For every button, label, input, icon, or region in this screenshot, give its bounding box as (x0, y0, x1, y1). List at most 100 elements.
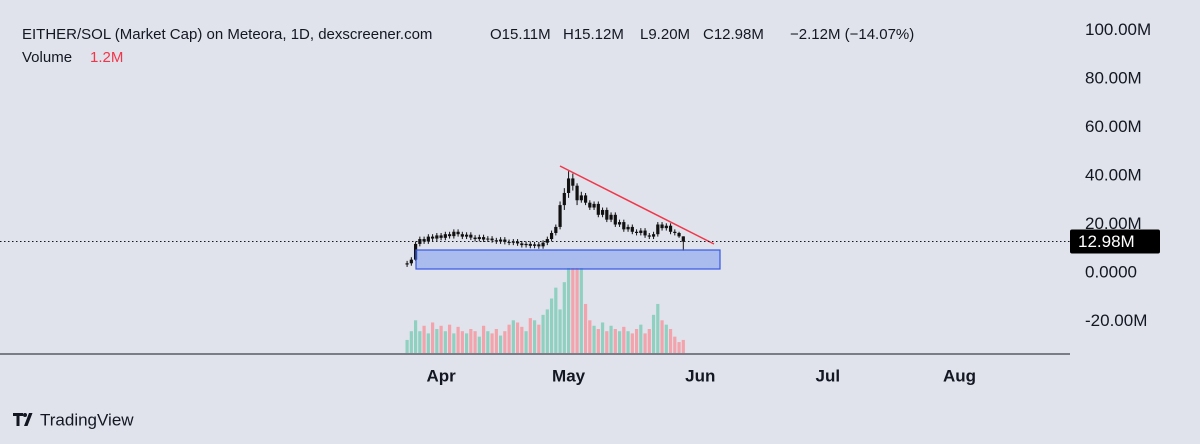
candle-body (418, 239, 422, 244)
volume-bar (673, 336, 677, 353)
candle-body (426, 236, 430, 242)
volume-bar (596, 329, 600, 353)
candle-body (571, 178, 575, 186)
volume-bar (630, 333, 634, 353)
candle-body (494, 240, 498, 242)
candle-body (528, 243, 532, 246)
volume-bar (405, 339, 409, 353)
candle-body (554, 226, 558, 233)
candle-body (651, 234, 656, 237)
volume-bar (660, 320, 664, 353)
volume-bar (422, 325, 426, 353)
candle-body (447, 234, 452, 237)
candle-body (481, 237, 486, 240)
volume-bar (647, 329, 651, 353)
candle-body (405, 263, 409, 265)
volume-bar (413, 320, 418, 353)
candle-body (622, 222, 626, 230)
volume-bar (481, 325, 486, 353)
candle-body (541, 242, 545, 247)
volume-bar (566, 268, 571, 353)
candle-body (439, 235, 443, 238)
volume-bar (558, 309, 562, 353)
candle-body (558, 205, 562, 227)
chart-title: EITHER/SOL (Market Cap) on Meteora, 1D, … (22, 26, 432, 43)
volume-bar (643, 333, 647, 353)
candle-body (583, 195, 588, 203)
volume-bar (541, 314, 545, 353)
candle-body (537, 244, 541, 247)
candle-body (498, 239, 503, 242)
volume-bar (532, 320, 537, 353)
candle-body (677, 232, 681, 237)
candle-body (460, 234, 464, 237)
plot-area (405, 171, 685, 353)
volume-bar (507, 324, 511, 353)
last-price-tag (1070, 229, 1160, 254)
candle-body (673, 231, 677, 233)
candle-body (532, 244, 537, 246)
candle-body (435, 235, 439, 239)
support-zone (415, 249, 721, 270)
volume-bar (609, 325, 613, 353)
volume-bar (418, 331, 422, 353)
volume-bar (579, 268, 583, 353)
candle-body (515, 241, 520, 244)
change-label: −2.12M (−14.07%) (790, 26, 914, 43)
candle-body (579, 195, 583, 201)
candle-body (473, 237, 477, 240)
volume-bar (443, 331, 447, 353)
candle-body (639, 230, 643, 233)
candle-body (490, 238, 494, 241)
x-tick-label: Jul (816, 366, 841, 385)
volume-bar (677, 342, 681, 353)
volume-label: 1.2M (90, 49, 123, 66)
candle-body (664, 225, 668, 229)
volume-bar (600, 322, 605, 353)
candle-body (469, 234, 473, 238)
volume-bar (617, 331, 622, 353)
volume-bar (639, 324, 643, 353)
candle-body (409, 259, 413, 264)
volume-bar (435, 329, 439, 353)
candle-body (600, 209, 605, 215)
candle-body (503, 239, 507, 242)
candle-body (511, 241, 515, 243)
volume-bar (473, 331, 477, 353)
volume-bar (571, 268, 575, 353)
candle-body (477, 237, 481, 240)
candle-body (456, 231, 460, 235)
footer-logo: TradingView (13, 410, 134, 429)
trend-line (559, 165, 715, 245)
candle-body (668, 225, 673, 232)
volume-bar (681, 339, 685, 353)
volume-bar (605, 331, 609, 353)
volume-bar (426, 333, 430, 353)
y-tick-label: 100.00M (1085, 20, 1151, 39)
candle-body (430, 236, 435, 239)
volume-bar (592, 325, 596, 353)
candle-body (452, 231, 456, 237)
candle-body (626, 226, 630, 230)
brand: TradingView (40, 410, 134, 429)
candle-body (566, 178, 571, 193)
candle-body (643, 230, 647, 236)
x-tick-label: Aug (943, 366, 976, 385)
candle-body (596, 203, 600, 215)
volume-bar (460, 331, 464, 353)
y-tick-label: 40.00M (1085, 165, 1142, 184)
volume-bar (588, 320, 592, 353)
volume-bar (524, 331, 528, 353)
volume-bar (575, 268, 579, 353)
candle-body (609, 214, 613, 220)
x-tick-label: May (552, 366, 586, 385)
candle-body (422, 239, 426, 242)
volume-bar (469, 329, 473, 353)
volume-bar (622, 326, 626, 353)
volume-bar (409, 331, 413, 353)
volume-bar (439, 325, 443, 353)
volume-bar (545, 309, 549, 353)
candle-body (630, 226, 634, 232)
volume-bar (494, 329, 498, 353)
y-tick-label: 20.00M (1085, 214, 1142, 233)
